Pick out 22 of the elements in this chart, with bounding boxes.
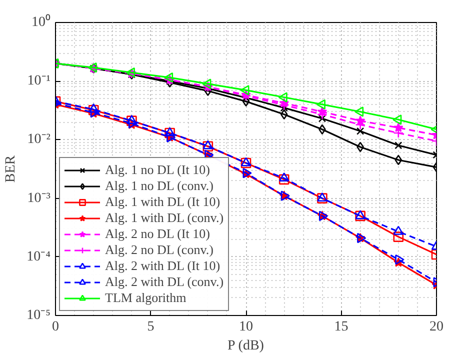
legend-label: Alg. 2 no DL (conv.)	[105, 242, 214, 258]
y-tick-label: 10⁰	[32, 14, 50, 30]
y-tick-label: 10⁻¹	[27, 74, 51, 89]
y-axis-title: BER	[4, 154, 19, 183]
x-tick-label: 20	[430, 320, 444, 334]
x-tick-label: 5	[147, 320, 154, 334]
legend-label: Alg. 1 with DL (conv.)	[105, 210, 224, 226]
y-tick-label: 10⁻³	[27, 190, 51, 206]
legend-label: Alg. 2 no DL (It 10)	[105, 226, 210, 242]
y-tick-label: 10⁻⁵	[26, 308, 51, 323]
y-tick-label: 10⁻⁴	[26, 249, 51, 264]
x-tick-label: 10	[239, 320, 253, 334]
legend-label: Alg. 1 with DL (It 10)	[105, 194, 220, 210]
x-tick-label: 0	[52, 320, 59, 334]
legend-label: TLM algorithm	[105, 290, 186, 306]
legend-label: Alg. 1 no DL (conv.)	[105, 178, 214, 194]
legend-label: Alg. 1 no DL (It 10)	[105, 162, 210, 178]
y-tick-label: 10⁻²	[27, 132, 51, 148]
legend-label: Alg. 2 with DL (conv.)	[105, 274, 224, 290]
x-axis-title: P (dB)	[228, 338, 264, 354]
legend-label: Alg. 2 with DL (It 10)	[105, 258, 220, 274]
x-tick-label: 15	[334, 320, 348, 334]
